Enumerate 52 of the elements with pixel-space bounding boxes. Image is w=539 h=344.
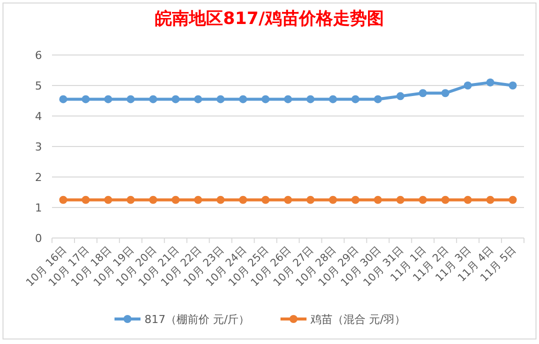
point: [284, 196, 292, 204]
point: [418, 89, 427, 98]
y-tick-label: 0: [35, 232, 42, 245]
y-tick-label: 6: [35, 49, 42, 62]
point: [486, 78, 494, 86]
point: [262, 95, 270, 104]
point: [441, 196, 450, 204]
point: [172, 95, 180, 104]
point: [59, 95, 68, 104]
point: [441, 89, 450, 98]
point: [126, 95, 135, 104]
point: [351, 95, 360, 104]
point: [284, 95, 292, 104]
point: [508, 82, 517, 90]
point: [126, 196, 135, 204]
point: [306, 196, 314, 204]
point: [486, 196, 494, 204]
point: [216, 196, 225, 204]
point: [194, 196, 202, 204]
point: [328, 95, 337, 104]
point: [328, 196, 337, 204]
point: [172, 196, 180, 204]
point: [306, 95, 314, 104]
y-tick-label: 2: [35, 171, 42, 184]
point: [194, 95, 202, 104]
point: [104, 196, 112, 204]
point: [396, 196, 404, 204]
point: [82, 196, 90, 204]
point: [59, 196, 68, 204]
point: [418, 196, 427, 204]
point: [464, 82, 472, 90]
y-tick-label: 1: [35, 202, 42, 214]
point: [508, 196, 517, 204]
point: [82, 95, 90, 104]
point: [104, 95, 112, 104]
point: [216, 95, 225, 104]
y-tick-label: 3: [35, 140, 42, 154]
point: [239, 95, 248, 104]
point: [149, 95, 158, 104]
y-tick-label: 4: [35, 110, 42, 123]
point: [262, 196, 270, 204]
point: [239, 196, 248, 204]
legend-label: 817（棚前价 元/斤）: [144, 313, 250, 326]
legend-label: 鸡苗（混合 元/羽）: [310, 313, 406, 326]
point: [464, 196, 472, 204]
y-tick-label: 5: [35, 80, 42, 92]
chart-title: 皖南地区817/鸡苗价格走势图: [155, 9, 384, 29]
point: [396, 92, 404, 100]
point: [374, 95, 382, 104]
point: [149, 196, 158, 204]
point: [374, 196, 382, 204]
point: [351, 196, 360, 204]
